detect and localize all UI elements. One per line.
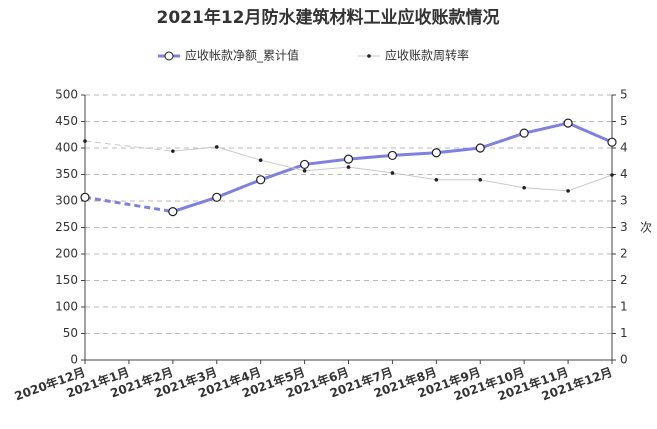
point: [212, 192, 222, 202]
point: [171, 149, 175, 153]
legend-label: 应收账款周转率: [385, 48, 469, 63]
point: [387, 150, 398, 161]
y2-tick-label: 0: [620, 353, 628, 367]
point: [390, 171, 395, 175]
legend-label: 应收帐款净额_累计值: [185, 48, 299, 63]
legend-marker: [164, 51, 174, 61]
legend-marker: [367, 54, 371, 58]
point: [83, 139, 87, 143]
y2-axis-label: 次: [640, 221, 652, 235]
point: [519, 128, 529, 138]
chart-title: 2021年12月防水建筑材料工业应收账款情况: [157, 7, 500, 28]
point: [214, 145, 219, 149]
point: [566, 189, 570, 193]
point: [343, 154, 354, 164]
y-tick-label: 50: [63, 326, 78, 340]
y2-tick-label: 5: [620, 88, 628, 102]
y-tick-label: 400: [55, 141, 78, 155]
point: [299, 159, 310, 170]
y-tick-label: 350: [55, 167, 78, 181]
y2-tick-label: 4: [620, 167, 628, 181]
y2-tick-label: 2: [620, 273, 628, 287]
point: [80, 192, 90, 202]
point: [563, 118, 573, 128]
y-tick-label: 500: [55, 88, 78, 102]
point: [302, 168, 307, 173]
gap-bridge: [84, 140, 173, 152]
point: [431, 148, 441, 158]
y-tick-label: 250: [55, 220, 78, 234]
point: [522, 185, 526, 190]
point: [346, 165, 351, 169]
point: [258, 158, 263, 162]
y2-tick-label: 1: [620, 300, 628, 314]
y-tick-label: 0: [70, 353, 78, 367]
y2-tick-label: 1: [620, 326, 628, 340]
y-tick-label: 300: [55, 194, 78, 208]
series-line: [172, 121, 613, 214]
gap-bridge: [84, 195, 174, 214]
y2-tick-label: 2: [620, 247, 628, 261]
y2-tick-label: 3: [620, 220, 628, 234]
point: [478, 178, 483, 182]
y-tick-label: 150: [55, 273, 78, 287]
point: [434, 178, 439, 182]
y2-tick-label: 4: [620, 141, 628, 155]
point: [607, 137, 617, 147]
point: [475, 143, 485, 153]
y-tick-label: 100: [55, 300, 78, 314]
point: [610, 173, 614, 177]
point: [256, 175, 266, 185]
y2-tick-label: 5: [620, 114, 628, 128]
point: [168, 207, 178, 217]
y-tick-label: 450: [55, 114, 78, 128]
y-tick-label: 200: [55, 247, 78, 261]
y2-tick-label: 3: [620, 194, 628, 208]
